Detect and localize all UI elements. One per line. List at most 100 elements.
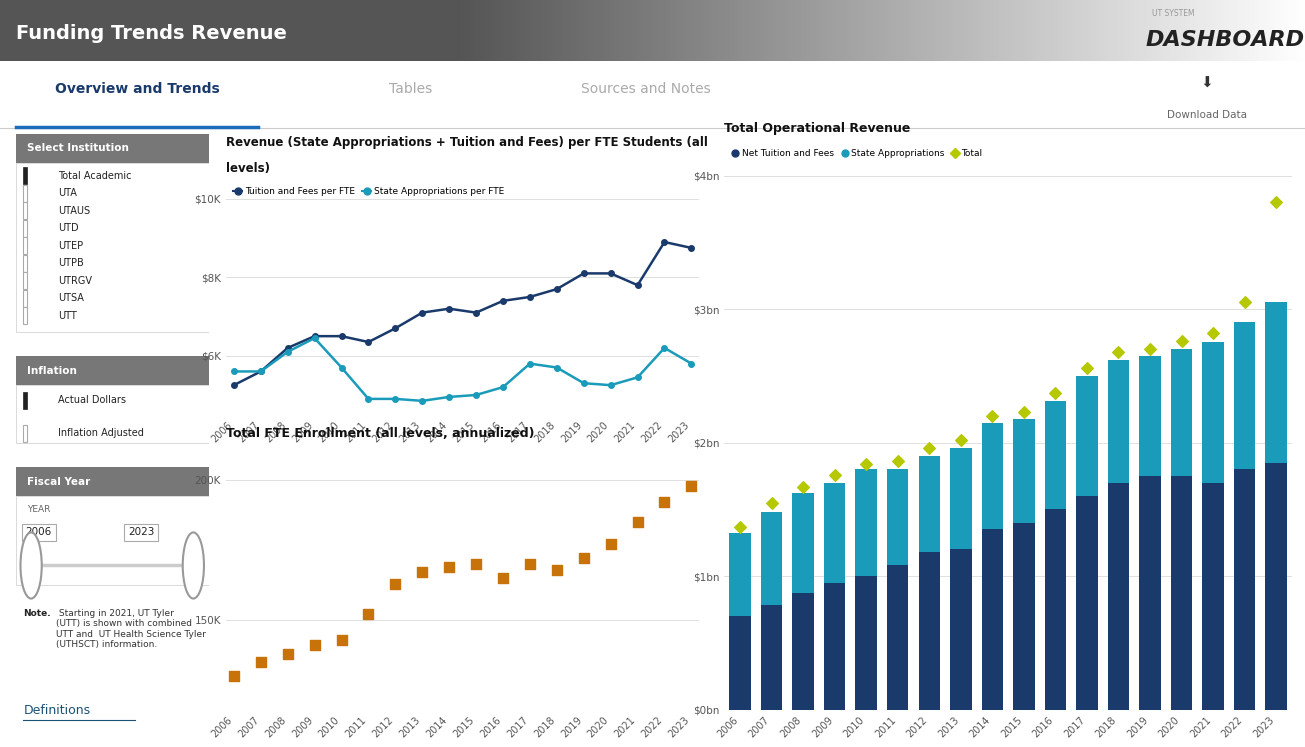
Text: Tables: Tables — [389, 82, 433, 96]
Bar — [840, 0, 846, 61]
Bar — [1241, 0, 1246, 61]
Bar — [23, 238, 27, 254]
Point — [1235, 297, 1255, 309]
Bar — [692, 0, 697, 61]
Bar — [1271, 0, 1276, 61]
Bar — [951, 0, 957, 61]
Bar — [1075, 0, 1081, 61]
Point — [223, 670, 244, 682]
Point — [856, 458, 877, 470]
Point — [412, 566, 433, 578]
Bar — [878, 0, 885, 61]
Bar — [887, 0, 893, 61]
Point — [887, 456, 908, 468]
Bar — [1139, 356, 1160, 476]
Bar — [722, 0, 727, 61]
Legend: Net Tuition and Fees, State Appropriations, Total: Net Tuition and Fees, State Appropriatio… — [728, 146, 987, 161]
Bar — [696, 0, 701, 61]
Text: UT SYSTEM: UT SYSTEM — [1152, 9, 1195, 18]
Bar — [457, 0, 462, 61]
Bar — [662, 0, 667, 61]
Bar — [1006, 0, 1013, 61]
Bar — [23, 308, 27, 324]
Bar — [23, 273, 27, 289]
Bar — [870, 0, 876, 61]
Bar — [1134, 0, 1141, 61]
Bar — [883, 0, 889, 61]
Bar — [857, 0, 863, 61]
Point — [547, 563, 568, 575]
Bar — [981, 0, 987, 61]
Bar — [856, 469, 877, 576]
Bar — [1040, 0, 1047, 61]
Bar — [1301, 0, 1305, 61]
Bar — [761, 606, 782, 710]
Bar — [645, 0, 650, 61]
Bar — [887, 565, 908, 710]
Bar — [837, 0, 842, 61]
Bar — [1181, 0, 1188, 61]
Bar — [1254, 0, 1259, 61]
Bar — [649, 0, 654, 61]
Bar — [598, 0, 603, 61]
Bar — [729, 0, 735, 61]
Bar — [551, 0, 556, 61]
Bar — [739, 0, 744, 61]
Bar — [976, 0, 983, 61]
Point — [919, 442, 940, 454]
Point — [358, 608, 378, 620]
Bar — [861, 0, 868, 61]
Text: UTD: UTD — [59, 223, 78, 233]
Bar — [23, 167, 27, 185]
Bar — [887, 469, 908, 565]
Bar — [950, 448, 971, 550]
Bar — [576, 0, 582, 61]
Bar — [1100, 0, 1105, 61]
Bar — [1284, 0, 1289, 61]
Bar — [891, 0, 897, 61]
Bar — [1023, 0, 1030, 61]
Point — [628, 516, 649, 528]
Point — [825, 468, 846, 480]
Bar — [1139, 0, 1144, 61]
Bar — [1143, 0, 1148, 61]
Point — [1203, 327, 1224, 339]
Bar — [23, 391, 27, 409]
Text: YEAR: YEAR — [27, 506, 51, 515]
Bar — [1028, 0, 1034, 61]
Text: Starting in 2021, UT Tyler
(UTT) is shown with combined
UTT and  UT Health Scien: Starting in 2021, UT Tyler (UTT) is show… — [56, 609, 206, 649]
Point — [729, 521, 750, 533]
Bar — [750, 0, 757, 61]
Bar — [491, 0, 496, 61]
Bar — [1049, 0, 1054, 61]
Text: Download Data: Download Data — [1167, 111, 1248, 120]
Point — [654, 496, 675, 508]
Bar — [666, 0, 671, 61]
Bar — [1019, 0, 1024, 61]
Bar — [1186, 0, 1191, 61]
Bar — [538, 0, 543, 61]
Bar — [1164, 0, 1169, 61]
Bar — [622, 0, 629, 61]
Bar — [998, 0, 1004, 61]
Bar — [628, 0, 633, 61]
Bar — [1013, 418, 1035, 523]
Bar — [792, 493, 814, 593]
Bar — [1224, 0, 1229, 61]
Bar — [904, 0, 910, 61]
Bar — [669, 0, 676, 61]
Bar — [947, 0, 953, 61]
Bar — [615, 0, 620, 61]
Bar — [594, 0, 599, 61]
Bar — [611, 0, 616, 61]
Bar — [1077, 496, 1098, 710]
Bar — [1250, 0, 1255, 61]
Bar — [820, 0, 825, 61]
Bar — [1190, 0, 1195, 61]
Bar — [1207, 0, 1212, 61]
Text: Total Academic: Total Academic — [59, 171, 132, 181]
Bar — [16, 356, 209, 385]
Bar — [686, 0, 693, 61]
Bar — [1096, 0, 1101, 61]
Text: Total Operational Revenue: Total Operational Revenue — [724, 123, 911, 135]
